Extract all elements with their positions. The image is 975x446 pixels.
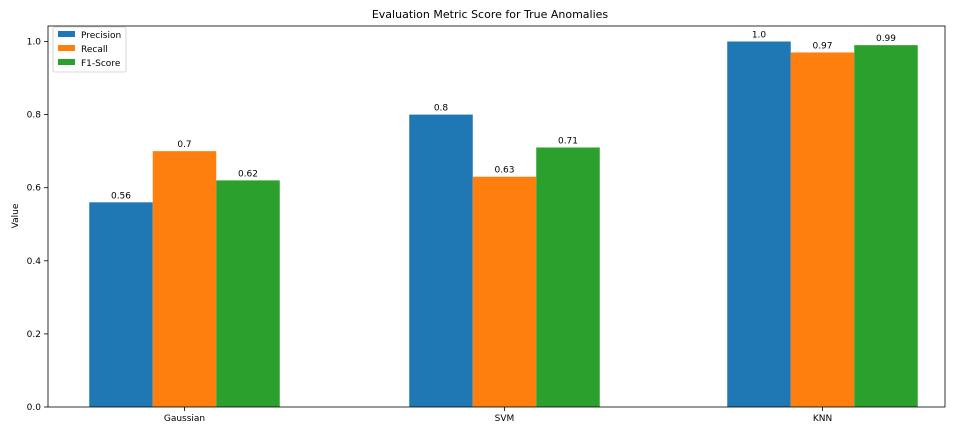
legend-swatch-precision: [58, 31, 75, 37]
data-label-gaussian-precision: 0.56: [111, 191, 131, 201]
data-label-gaussian-f1-score: 0.62: [238, 169, 258, 179]
bars-layer: [89, 41, 918, 408]
data-label-svm-f1-score: 0.71: [558, 136, 578, 146]
legend: Precision Recall F1-Score: [52, 26, 127, 73]
x-tick-label-svm: SVM: [495, 414, 515, 424]
y-tick-label: 1.0: [27, 38, 42, 48]
legend-label-f1-score: F1-Score: [81, 59, 121, 69]
y-tick-label: 0.4: [27, 257, 42, 267]
data-label-gaussian-recall: 0.7: [177, 140, 191, 150]
y-tick-label: 0.8: [27, 111, 42, 121]
bar-knn-precision: [727, 41, 791, 407]
data-label-svm-recall: 0.63: [494, 166, 514, 176]
bar-knn-recall: [790, 52, 855, 408]
data-labels-layer: 0.56 0.7 0.62 0.8 0.63 0.71 1.0 0.97 0.99: [111, 31, 896, 202]
y-tick-label: 0.0: [27, 403, 42, 413]
bar-knn-f1-score: [854, 45, 918, 407]
y-axis: 0.0 0.2 0.4 0.6 0.8 1.0: [27, 38, 48, 413]
data-label-knn-f1-score: 0.99: [876, 34, 896, 44]
bar-gaussian-recall: [152, 151, 217, 407]
legend-swatch-recall: [58, 45, 75, 51]
bar-svm-precision: [409, 114, 473, 407]
y-axis-label: Value: [11, 203, 21, 228]
data-label-svm-precision: 0.8: [434, 104, 449, 114]
legend-label-precision: Precision: [81, 31, 121, 41]
data-label-knn-precision: 1.0: [752, 31, 767, 41]
x-tick-label-gaussian: Gaussian: [164, 414, 205, 424]
bar-svm-f1-score: [536, 147, 600, 407]
legend-swatch-f1-score: [58, 59, 75, 65]
bar-gaussian-precision: [89, 202, 153, 407]
y-tick-label: 0.6: [27, 184, 42, 194]
legend-label-recall: Recall: [81, 45, 108, 55]
y-tick-label: 0.2: [27, 330, 41, 340]
plot-area-frame: [47, 25, 946, 408]
bar-svm-recall: [472, 176, 537, 407]
chart-title: Evaluation Metric Score for True Anomali…: [372, 8, 609, 21]
bar-gaussian-f1-score: [216, 180, 280, 407]
x-tick-label-knn: KNN: [813, 414, 832, 424]
x-axis: Gaussian SVM KNN: [164, 407, 832, 424]
data-label-knn-recall: 0.97: [812, 41, 832, 51]
